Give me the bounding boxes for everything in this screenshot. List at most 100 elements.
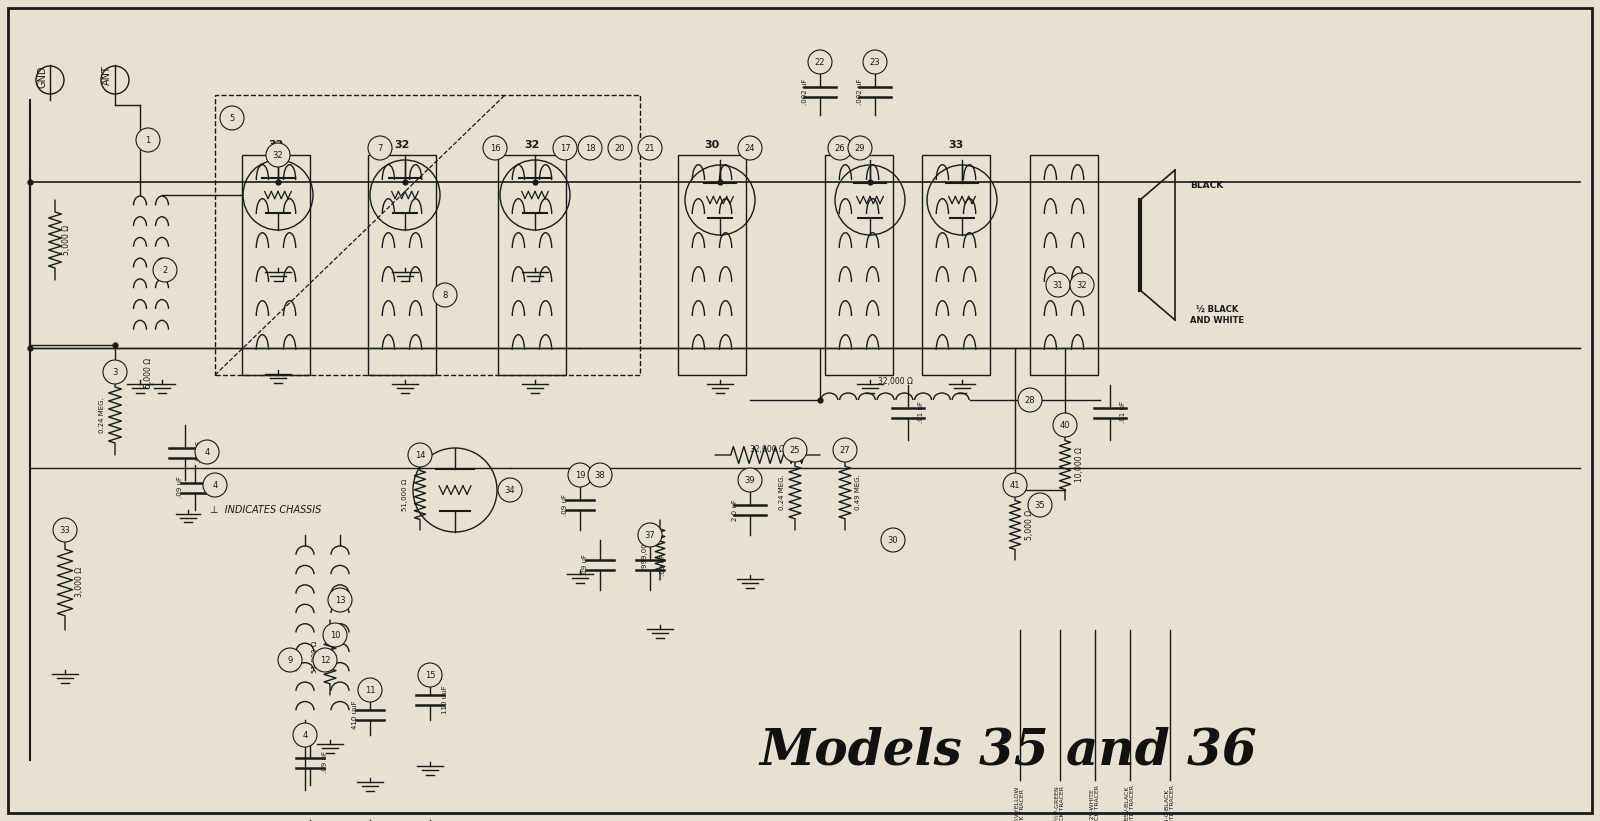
Text: 33: 33 xyxy=(59,525,70,534)
Text: ANT: ANT xyxy=(102,65,112,85)
Circle shape xyxy=(483,136,507,160)
Circle shape xyxy=(862,50,886,74)
Text: C-22½V-GREEN
BLACK TRACER: C-22½V-GREEN BLACK TRACER xyxy=(1054,785,1066,821)
Text: 110 uuF: 110 uuF xyxy=(442,686,448,714)
Text: 33: 33 xyxy=(949,140,963,150)
Text: 41: 41 xyxy=(1010,480,1021,489)
Circle shape xyxy=(1018,388,1042,412)
Circle shape xyxy=(568,463,592,487)
Text: 4: 4 xyxy=(302,731,307,740)
Circle shape xyxy=(293,723,317,747)
Circle shape xyxy=(589,463,611,487)
Text: ½ BLACK
AND WHITE: ½ BLACK AND WHITE xyxy=(1190,305,1245,324)
Circle shape xyxy=(323,623,347,647)
Circle shape xyxy=(638,136,662,160)
Text: ⊥  INDICATES CHASSIS: ⊥ INDICATES CHASSIS xyxy=(210,505,322,515)
Text: .002 uF: .002 uF xyxy=(858,79,862,105)
Text: 26: 26 xyxy=(835,144,845,153)
Text: 32: 32 xyxy=(269,140,283,150)
Text: 34: 34 xyxy=(504,485,515,494)
Text: 3,000 Ω: 3,000 Ω xyxy=(75,567,83,597)
Circle shape xyxy=(882,528,906,552)
Text: 32,000 Ω: 32,000 Ω xyxy=(749,445,784,454)
Circle shape xyxy=(434,283,458,307)
Circle shape xyxy=(408,443,432,467)
Text: 29: 29 xyxy=(854,144,866,153)
Text: A+2V-WHITE
BLACK TRACER: A+2V-WHITE BLACK TRACER xyxy=(1090,785,1101,821)
Circle shape xyxy=(266,143,290,167)
Text: 2: 2 xyxy=(162,265,168,274)
Text: 8: 8 xyxy=(442,291,448,300)
Text: 32: 32 xyxy=(1077,281,1088,290)
Bar xyxy=(1030,155,1098,375)
Circle shape xyxy=(314,648,338,672)
Text: 410 uuF: 410 uuF xyxy=(352,700,358,729)
Text: 21: 21 xyxy=(645,144,656,153)
Text: 1: 1 xyxy=(146,135,150,144)
Text: 4: 4 xyxy=(213,480,218,489)
Circle shape xyxy=(1053,413,1077,437)
Text: .09 uF: .09 uF xyxy=(178,476,182,498)
Circle shape xyxy=(1046,273,1070,297)
Text: 10: 10 xyxy=(330,631,341,640)
Text: Models 35 and 36: Models 35 and 36 xyxy=(758,727,1258,776)
Text: 35: 35 xyxy=(1035,501,1045,510)
Circle shape xyxy=(608,136,632,160)
Text: 5,000 Ω: 5,000 Ω xyxy=(62,225,70,255)
Circle shape xyxy=(848,136,872,160)
Circle shape xyxy=(136,128,160,152)
Circle shape xyxy=(221,106,243,130)
Circle shape xyxy=(418,663,442,687)
Circle shape xyxy=(1027,493,1053,517)
Circle shape xyxy=(1003,473,1027,497)
Circle shape xyxy=(638,523,662,547)
Circle shape xyxy=(102,360,126,384)
Text: 12: 12 xyxy=(320,655,330,664)
Circle shape xyxy=(554,136,578,160)
Text: 37: 37 xyxy=(645,530,656,539)
Text: 17: 17 xyxy=(560,144,570,153)
Text: 0.49 MEG.: 0.49 MEG. xyxy=(854,474,861,510)
Text: 999,000 Ω: 999,000 Ω xyxy=(642,531,648,568)
Text: .01 uF: .01 uF xyxy=(918,401,925,423)
Bar xyxy=(214,95,640,375)
Text: 0.24 MEG.: 0.24 MEG. xyxy=(779,474,786,510)
Text: .09 uF: .09 uF xyxy=(322,751,328,773)
Circle shape xyxy=(829,136,851,160)
Circle shape xyxy=(154,258,178,282)
Text: 30: 30 xyxy=(851,140,867,150)
Text: .09 uF: .09 uF xyxy=(661,554,666,576)
Bar xyxy=(498,155,566,375)
Text: 23: 23 xyxy=(870,57,880,67)
Circle shape xyxy=(1070,273,1094,297)
Bar xyxy=(242,155,310,375)
Text: 32: 32 xyxy=(272,150,283,159)
Text: 2.0 uF: 2.0 uF xyxy=(733,499,738,521)
Circle shape xyxy=(578,136,602,160)
Circle shape xyxy=(358,678,382,702)
Bar xyxy=(678,155,746,375)
Circle shape xyxy=(278,648,302,672)
Text: 30: 30 xyxy=(888,535,898,544)
Circle shape xyxy=(368,136,392,160)
Text: 40: 40 xyxy=(1059,420,1070,429)
Text: 20: 20 xyxy=(614,144,626,153)
Text: B+185V-BLACK
WHITE TRACER: B+185V-BLACK WHITE TRACER xyxy=(1125,785,1136,821)
Circle shape xyxy=(53,518,77,542)
Circle shape xyxy=(834,438,858,462)
Text: 25: 25 xyxy=(790,446,800,455)
Text: 5,000 Ω: 5,000 Ω xyxy=(1026,510,1034,540)
Text: 31: 31 xyxy=(1053,281,1064,290)
Text: 7: 7 xyxy=(378,144,382,153)
Text: 16: 16 xyxy=(490,144,501,153)
Text: 11: 11 xyxy=(365,686,376,695)
Text: 30: 30 xyxy=(704,140,720,150)
Bar xyxy=(368,155,435,375)
Circle shape xyxy=(203,473,227,497)
Circle shape xyxy=(328,588,352,612)
Bar xyxy=(922,155,990,375)
Circle shape xyxy=(782,438,806,462)
Text: 14: 14 xyxy=(414,451,426,460)
Text: 28: 28 xyxy=(1024,396,1035,405)
Text: 13: 13 xyxy=(334,595,346,604)
